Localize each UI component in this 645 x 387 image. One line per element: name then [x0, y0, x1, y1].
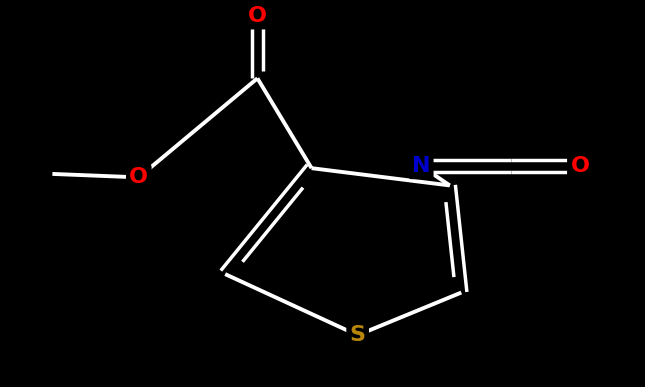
Text: N: N [412, 156, 430, 176]
Text: S: S [350, 325, 366, 345]
Text: O: O [570, 156, 590, 176]
Text: O: O [248, 6, 267, 26]
Text: O: O [129, 167, 148, 187]
